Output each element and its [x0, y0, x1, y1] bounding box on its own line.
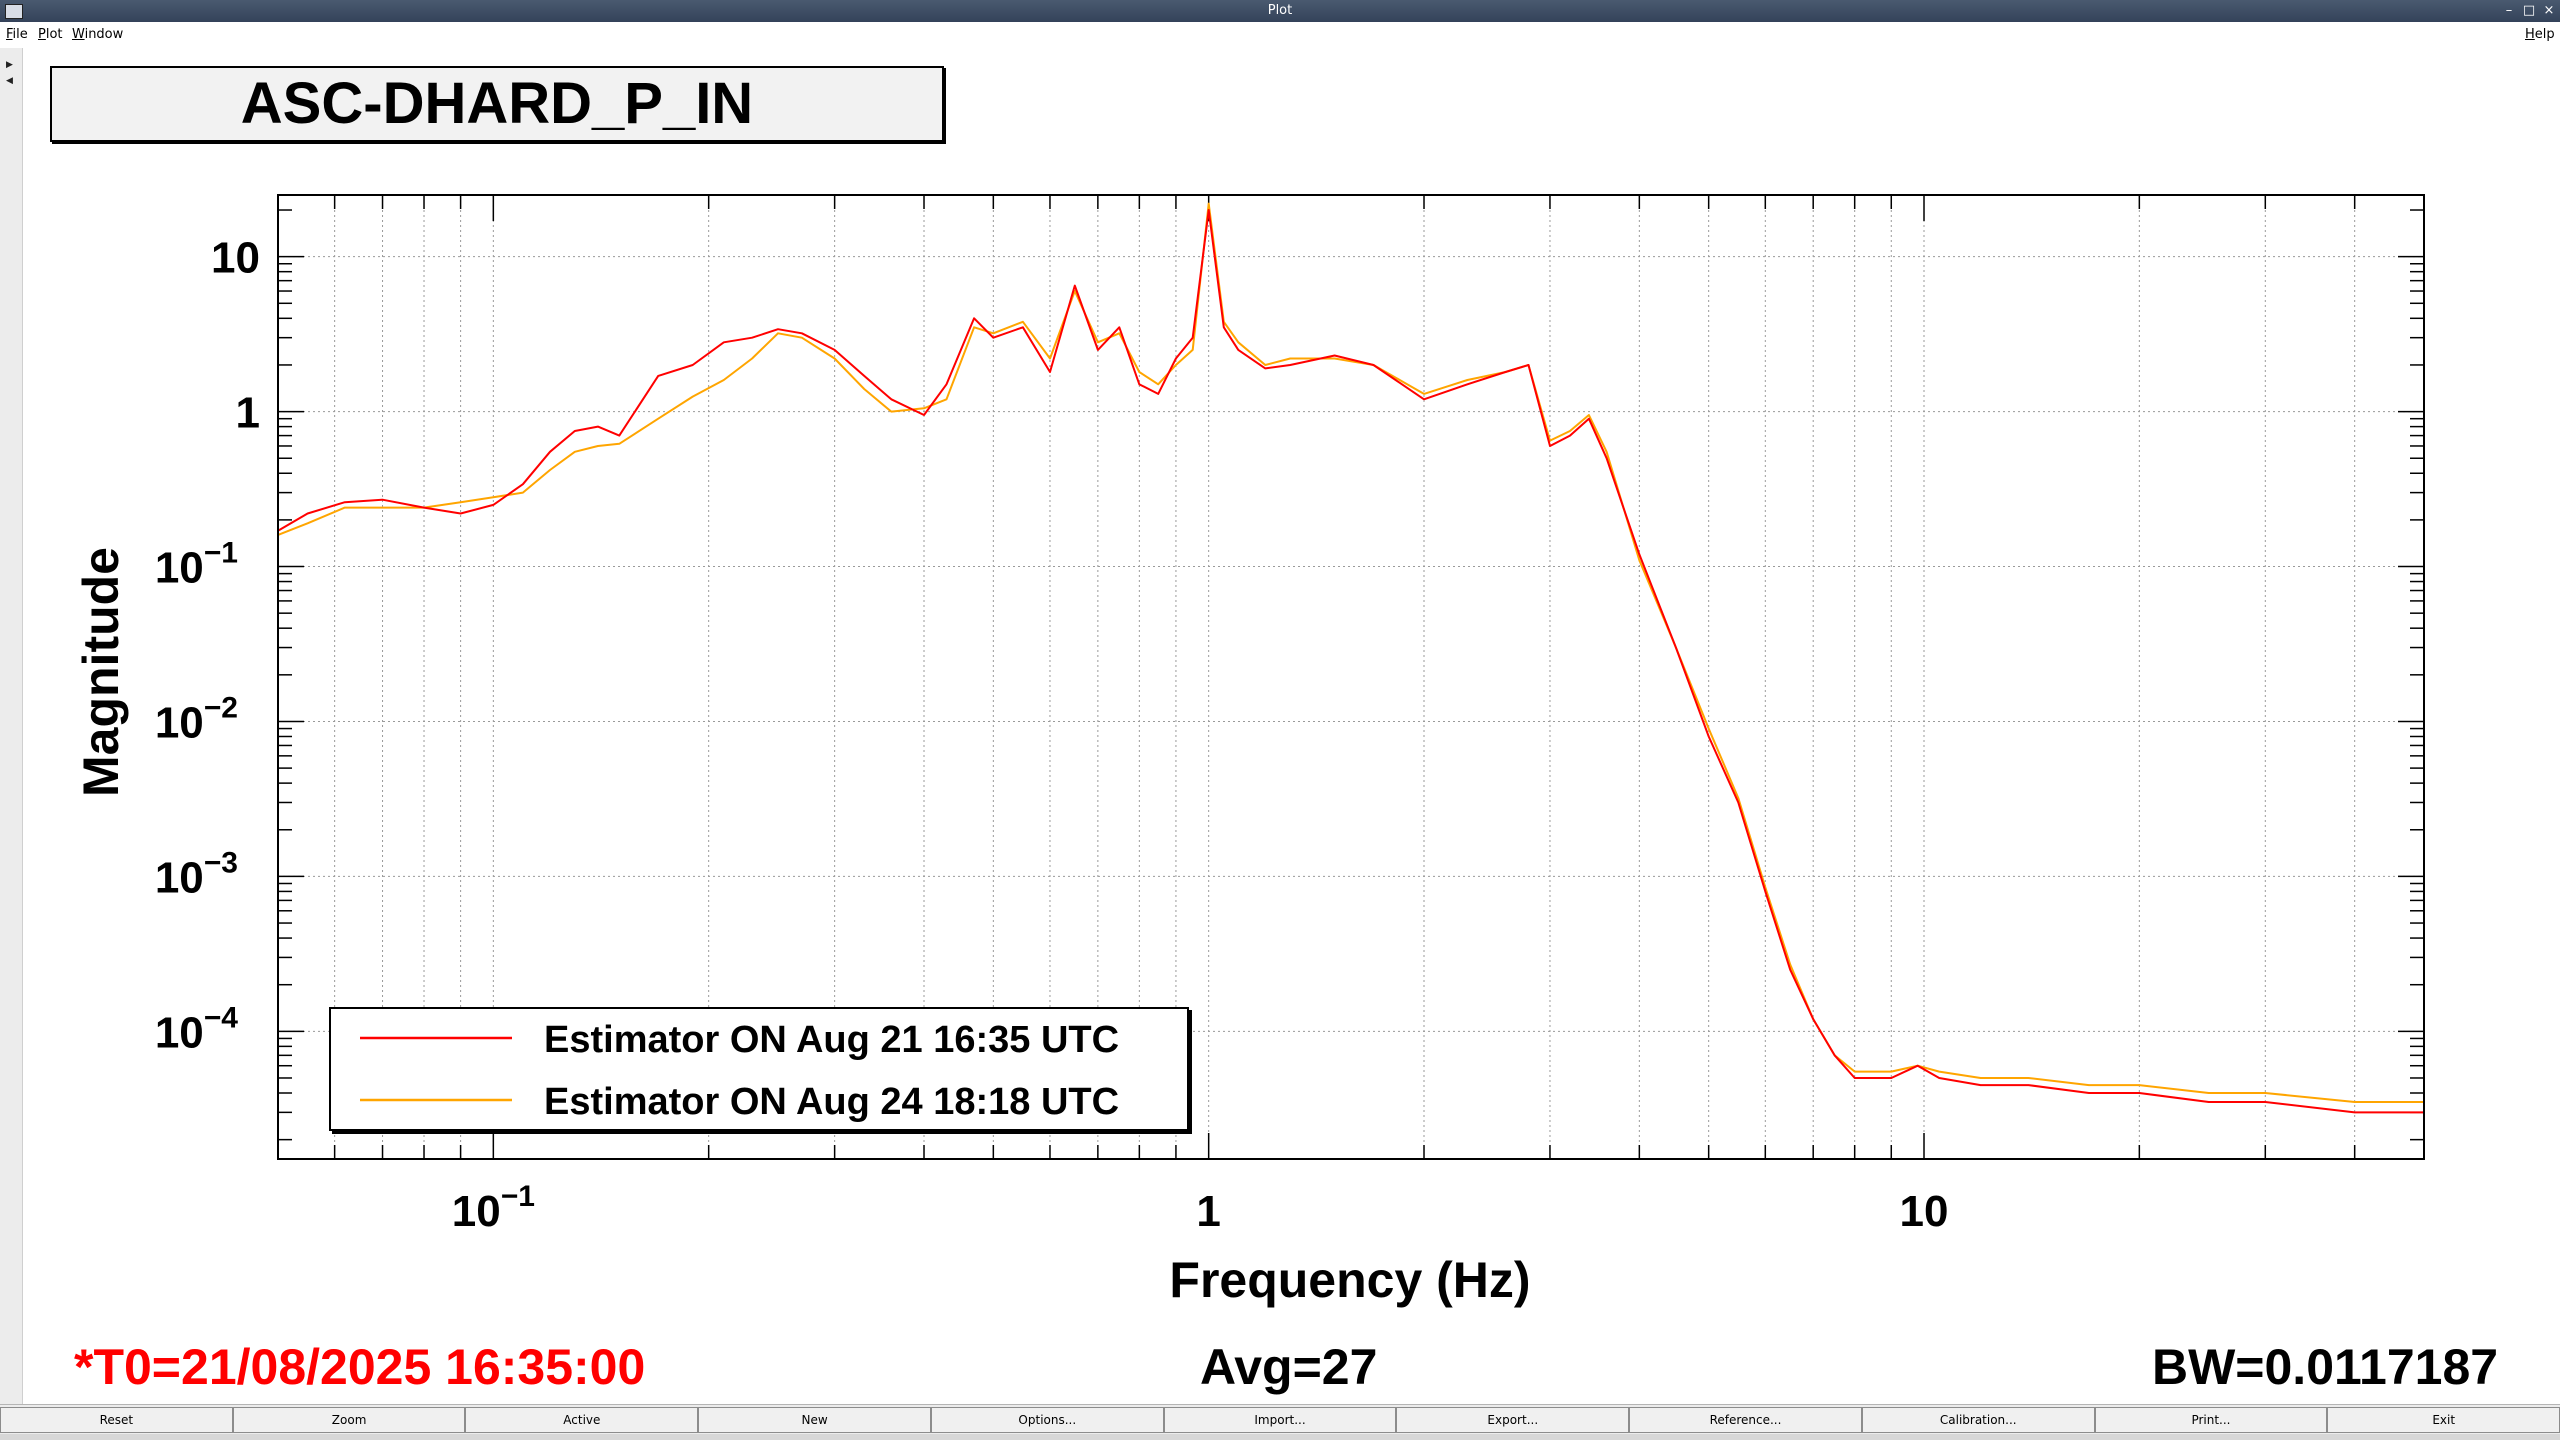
minimize-button[interactable]: –: [2505, 3, 2513, 18]
t0-readout: *T0=21/08/2025 16:35:00: [74, 1339, 646, 1395]
plot-frame: [277, 194, 2425, 1160]
y-tick-label: 10−3: [155, 846, 238, 902]
x-tick-labels: 10−1 1 10: [452, 1180, 1949, 1236]
trace-aug21: [277, 209, 2424, 1114]
maximize-button[interactable]: □: [2522, 3, 2536, 18]
y-tick-label: 10−1: [155, 537, 238, 593]
window-title: Plot: [1267, 3, 1293, 18]
new-button[interactable]: New: [698, 1407, 931, 1433]
bandwidth-readout: BW=0.0117187: [2152, 1339, 2499, 1395]
window-bottom-edge: [0, 1434, 2560, 1440]
export-button[interactable]: Export...: [1396, 1407, 1630, 1433]
x-axis-label: Frequency (Hz): [1169, 1252, 1530, 1308]
plot-title: ASC-DHARD_P_IN: [50, 66, 944, 142]
zoom-button[interactable]: Zoom: [232, 1407, 466, 1433]
y-tick-labels: 10 1 10−1 10−2 10−3 10−4: [155, 234, 260, 1058]
window-titlebar: Plot – □ ×: [0, 0, 2560, 22]
button-bar: Reset Zoom Active New Options... Import.…: [0, 1404, 2560, 1435]
side-panel-toggle[interactable]: ▶ ◀: [0, 48, 23, 1408]
trace-aug24: [277, 202, 2424, 1103]
reset-button[interactable]: Reset: [0, 1407, 233, 1433]
exit-button[interactable]: Exit: [2327, 1407, 2560, 1433]
y-tick-label: 10−2: [155, 691, 238, 747]
import-button[interactable]: Import...: [1163, 1407, 1397, 1433]
expand-arrow-icon[interactable]: ▶: [6, 60, 13, 70]
app-icon: [5, 4, 23, 19]
options-button[interactable]: Options...: [930, 1407, 1164, 1433]
x-tick-label: 10−1: [452, 1180, 535, 1236]
grid-lines: [277, 195, 2425, 1159]
x-tick-label: 1: [1196, 1187, 1220, 1236]
calibration-button[interactable]: Calibration...: [1861, 1407, 2095, 1433]
reference-button[interactable]: Reference...: [1629, 1407, 1862, 1433]
collapse-arrow-icon[interactable]: ◀: [6, 76, 13, 86]
menu-bar: File Plot Window Help: [0, 23, 2560, 47]
y-tick-label: 10: [211, 234, 260, 283]
spectrum-plot[interactable]: 10−1 1 10 10 1 10−1 10−2 10−3 10−4 Frequency (H…: [0, 0, 2560, 1400]
legend-entry-aug21: Estimator ON Aug 21 16:35 UTC: [544, 1019, 1119, 1061]
minor-ticks: [277, 195, 2425, 1159]
traces: [277, 202, 2424, 1114]
y-axis-label: Magnitude: [73, 547, 129, 797]
x-tick-label: 10: [1900, 1187, 1949, 1236]
menu-help[interactable]: Help: [2525, 27, 2555, 42]
legend-entry-aug24: Estimator ON Aug 24 18:18 UTC: [544, 1081, 1119, 1123]
menu-window[interactable]: Window: [72, 27, 124, 42]
menu-file[interactable]: File: [6, 27, 28, 42]
average-count: Avg=27: [1200, 1339, 1378, 1395]
print-button[interactable]: Print...: [2094, 1407, 2328, 1433]
plot-area[interactable]: [278, 195, 2424, 1159]
y-tick-label: 1: [236, 389, 260, 438]
legend[interactable]: Estimator ON Aug 21 16:35 UTC Estimator …: [329, 1007, 1192, 1134]
close-button[interactable]: ×: [2543, 3, 2555, 18]
menu-plot[interactable]: Plot: [38, 27, 63, 42]
active-button[interactable]: Active: [465, 1407, 699, 1433]
y-tick-label: 10−4: [155, 1001, 238, 1057]
